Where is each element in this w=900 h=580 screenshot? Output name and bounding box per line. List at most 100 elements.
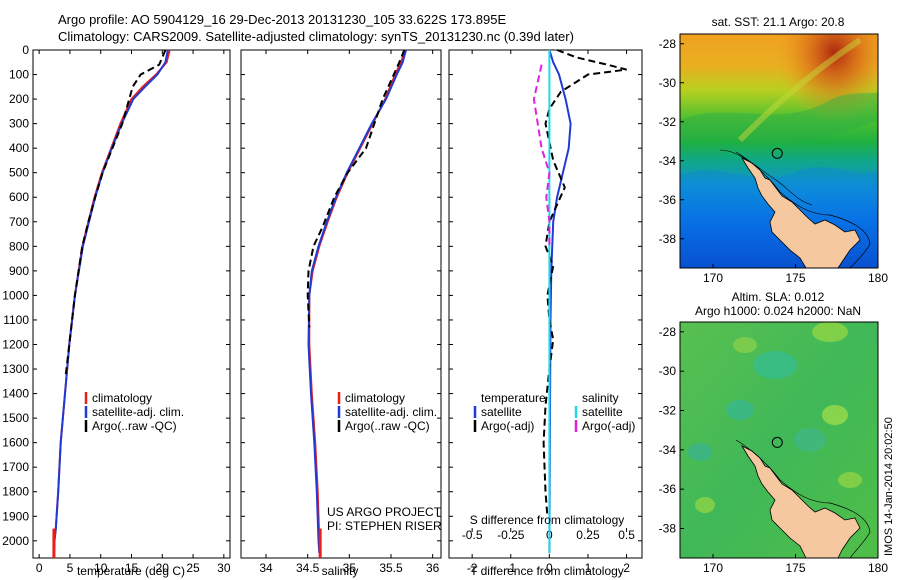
- sla-coastline-contour: [735, 439, 871, 558]
- legend-label-s-satellite: satellite: [582, 405, 623, 419]
- sla-map-title-line1: Altim. SLA: 0.012: [732, 290, 825, 304]
- map-x-tick-label: 175: [785, 561, 805, 575]
- x-tick-label: 2: [623, 561, 630, 575]
- sla-map-panel: Altim. SLA: 0.012 Argo h1000: 0.024 h200…: [659, 290, 889, 575]
- salinity-axes-frame: [240, 49, 442, 559]
- map-y-tick-label: -36: [659, 193, 677, 207]
- sla-map-ticks: 170 175 180 -28 -30 -32 -34 -36 -38: [659, 325, 889, 575]
- y-tick-label: 400: [9, 141, 29, 155]
- salinity-xlabel: salinity: [322, 564, 359, 578]
- sst-coastline-contour: [735, 151, 871, 268]
- temperature-panel: 0 5 10 15 20 25 300100200300400500600700800900…: [2, 43, 231, 578]
- y-tick-label: 600: [9, 190, 29, 204]
- x-tick-label: 35.5: [379, 561, 403, 575]
- sla-map-title-line2: Argo h1000: 0.024 h2000: NaN: [695, 304, 861, 318]
- map-y-tick-label: -28: [659, 325, 677, 339]
- sst-map-title: sat. SST: 21.1 Argo: 20.8: [712, 15, 845, 29]
- y-tick-label: 300: [9, 117, 29, 131]
- sst-map-field: [680, 34, 878, 268]
- legend-label-satellite-adj: satellite-adj. clim.: [345, 405, 437, 419]
- difference-xlabel-secondary: S difference from climatology: [470, 513, 625, 527]
- x-tick-label: 0: [36, 561, 43, 575]
- x-tick-label-secondary: -0.25: [497, 528, 525, 542]
- x-tick-label: -2: [467, 561, 478, 575]
- pi-label: PI: STEPHEN RISER: [327, 519, 442, 533]
- y-tick-label: 0: [22, 43, 29, 57]
- y-tick-label: 100: [9, 68, 29, 82]
- figure-title-line2: Climatology: CARS2009. Satellite-adjuste…: [58, 29, 574, 44]
- y-tick-label: 1800: [2, 485, 29, 499]
- x-tick-label-secondary: -0.5: [462, 528, 483, 542]
- legend-label-argo: Argo(..raw -QC): [345, 419, 430, 433]
- sst-map-panel: sat. SST: 21.1 Argo: 20.8 170 175 180 -28 -3…: [659, 15, 889, 285]
- timestamp-label: IMOS 14-Jan-2014 20:02:50: [883, 417, 895, 556]
- sla-profile-marker: [771, 436, 783, 448]
- legend-label-climatology: climatology: [92, 391, 152, 405]
- y-tick-label: 1400: [2, 387, 29, 401]
- y-tick-label: 1100: [3, 313, 29, 327]
- figure-title-line1: Argo profile: AO 5904129_16 29-Dec-2013 …: [58, 12, 506, 27]
- map-y-tick-label: -36: [659, 482, 677, 496]
- temperature-axes-frame: [32, 49, 231, 559]
- map-y-tick-label: -34: [659, 154, 677, 168]
- y-tick-label: 800: [9, 239, 29, 253]
- map-x-tick-label: 175: [785, 271, 805, 285]
- salinity-series: [306, 49, 407, 558]
- x-tick-label: 35: [343, 561, 357, 575]
- y-tick-label: 1900: [2, 509, 29, 523]
- legend-label-argo: Argo(..raw -QC): [92, 419, 177, 433]
- x-tick-label: 20: [156, 561, 170, 575]
- y-tick-label: 200: [9, 92, 29, 106]
- sla-map-frame: [679, 321, 879, 559]
- x-tick-label: 0: [546, 561, 553, 575]
- x-tick-label: -1: [505, 561, 516, 575]
- x-tick-label: 30: [217, 561, 231, 575]
- map-y-tick-label: -32: [659, 404, 677, 418]
- x-tick-label: 34.5: [296, 561, 320, 575]
- x-tick-label: 10: [94, 561, 108, 575]
- legend-label-s-argo: Argo(-adj): [582, 419, 635, 433]
- legend-label-t-satellite: satellite: [481, 405, 522, 419]
- map-x-tick-label: 170: [703, 271, 723, 285]
- legend-label-t-argo: Argo(-adj): [481, 419, 534, 433]
- legend-label-satellite-adj: satellite-adj. clim.: [92, 405, 184, 419]
- y-tick-label: 1600: [2, 436, 29, 450]
- y-tick-label: 1300: [2, 362, 29, 376]
- temperature-ticks: 0 5 10 15 20 25 300100200300400500600700800900…: [2, 43, 231, 575]
- difference-panel: -2 -1 0 1 2-0.5 -0.25 0 0.25 0.5 T difference fr…: [448, 49, 643, 578]
- legend-label-climatology: climatology: [345, 391, 405, 405]
- x-tick-label: 34: [259, 561, 273, 575]
- x-tick-label: 5: [67, 561, 74, 575]
- x-tick-label: 25: [186, 561, 200, 575]
- legend-header-temperature: temperature: [481, 391, 546, 405]
- sla-map-field: [680, 322, 878, 558]
- temperature-legend: climatology satellite-adj. clim. Argo(..…: [84, 391, 184, 433]
- map-y-tick-label: -30: [659, 364, 677, 378]
- x-tick-label: 15: [125, 561, 139, 575]
- difference-xlabel: T difference from climatology: [470, 564, 624, 578]
- sst-map-ticks: 170 175 180 -28 -30 -32 -34 -36 -38: [659, 37, 889, 285]
- salinity-ticks: 34 34.5 35 35.5 36: [241, 49, 441, 575]
- y-tick-label: 1700: [2, 460, 29, 474]
- sst-profile-marker: [771, 147, 783, 159]
- project-label: US ARGO PROJECT: [327, 505, 442, 519]
- map-y-tick-label: -28: [659, 37, 677, 51]
- difference-ticks: -2 -1 0 1 2-0.5 -0.25 0 0.25 0.5: [449, 49, 642, 575]
- y-tick-label: 1500: [2, 411, 29, 425]
- temperature-xlabel: temperature (deg C): [77, 564, 185, 578]
- series-line-argo-raw-qc: [64, 49, 167, 377]
- salinity-panel: 34 34.5 35 35.5 36 salinity climatology sate…: [240, 49, 442, 578]
- map-y-tick-label: -38: [659, 522, 677, 536]
- salinity-legend: climatology satellite-adj. clim. Argo(..…: [337, 391, 437, 433]
- series-line-salinity-argo-adj: [532, 64, 551, 247]
- map-y-tick-label: -34: [659, 443, 677, 457]
- y-tick-label: 1200: [2, 337, 29, 351]
- y-tick-label: 700: [9, 215, 29, 229]
- x-tick-label: 1: [585, 561, 592, 575]
- map-y-tick-label: -38: [659, 232, 677, 246]
- sst-land: [740, 157, 861, 268]
- x-tick-label: 36: [426, 561, 440, 575]
- map-x-tick-label: 170: [703, 561, 723, 575]
- map-y-tick-label: -30: [659, 76, 677, 90]
